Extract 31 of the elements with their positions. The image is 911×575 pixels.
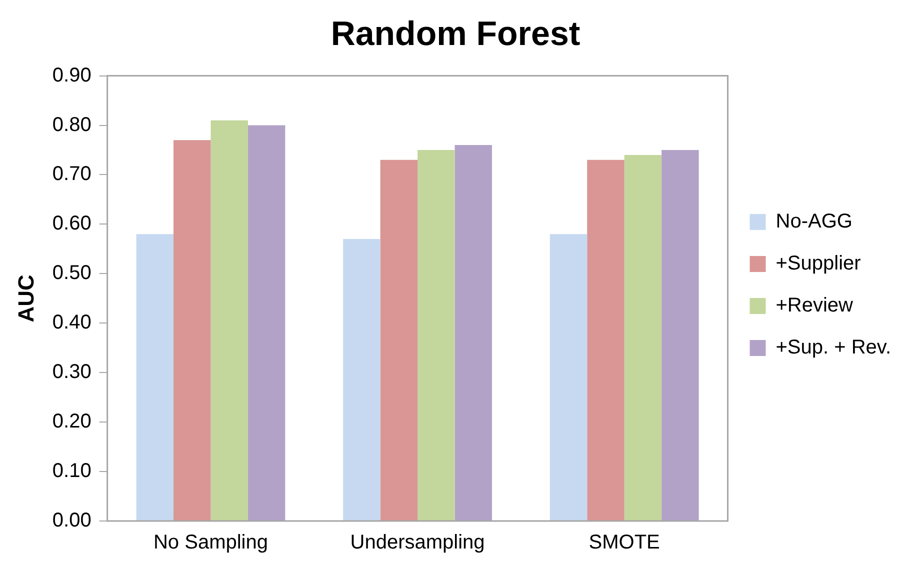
y-tick-label: 0.30	[52, 361, 92, 384]
bar	[662, 150, 699, 520]
bar	[380, 160, 418, 520]
y-tick-label: 0.80	[52, 114, 92, 136]
x-tick-label: No Sampling	[153, 532, 268, 554]
bar	[587, 160, 624, 520]
y-tick-label: 0.40	[52, 312, 92, 334]
y-tick-label: 0.60	[52, 212, 92, 235]
chart-title: Random Forest	[330, 14, 580, 53]
y-tick-label: 0.70	[52, 163, 92, 186]
y-tick-label: 0.10	[52, 460, 92, 482]
bar	[624, 154, 662, 520]
legend-label: No-AGG	[776, 210, 852, 233]
bar	[454, 145, 492, 520]
bar	[343, 239, 380, 520]
y-tick-label: 0.20	[52, 410, 92, 433]
bar	[418, 150, 455, 520]
legend-label: +Supplier	[776, 252, 862, 275]
bar	[174, 140, 211, 520]
bar	[210, 120, 248, 520]
x-tick-label: SMOTE	[588, 532, 660, 554]
bar	[136, 234, 174, 520]
y-tick-label: 0.00	[52, 510, 92, 532]
y-tick-label: 0.90	[52, 64, 92, 86]
x-tick-label: Undersampling	[350, 532, 485, 554]
bar	[248, 125, 286, 520]
y-tick-label: 0.50	[52, 262, 92, 284]
legend-label: +Sup. + Rev.	[776, 336, 892, 359]
legend-label: +Review	[776, 294, 854, 317]
y-axis-title: AUC	[13, 274, 38, 322]
bar	[550, 234, 588, 520]
